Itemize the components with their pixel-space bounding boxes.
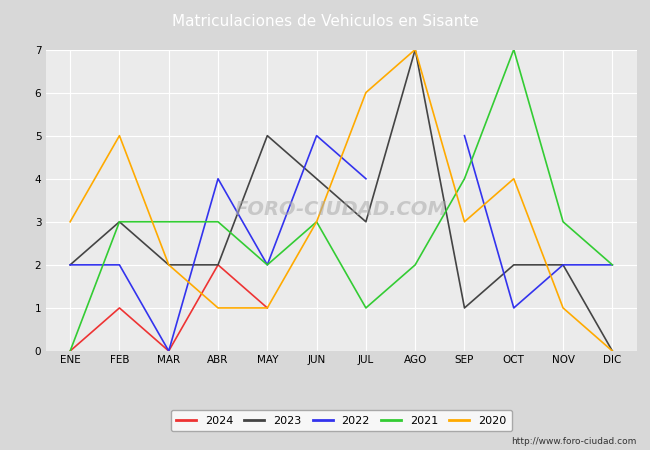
Legend: 2024, 2023, 2022, 2021, 2020: 2024, 2023, 2022, 2021, 2020 bbox=[170, 410, 512, 432]
Text: FORO-CIUDAD.COM: FORO-CIUDAD.COM bbox=[235, 200, 448, 219]
Text: Matriculaciones de Vehiculos en Sisante: Matriculaciones de Vehiculos en Sisante bbox=[172, 14, 478, 28]
Text: http://www.foro-ciudad.com: http://www.foro-ciudad.com bbox=[512, 436, 637, 446]
